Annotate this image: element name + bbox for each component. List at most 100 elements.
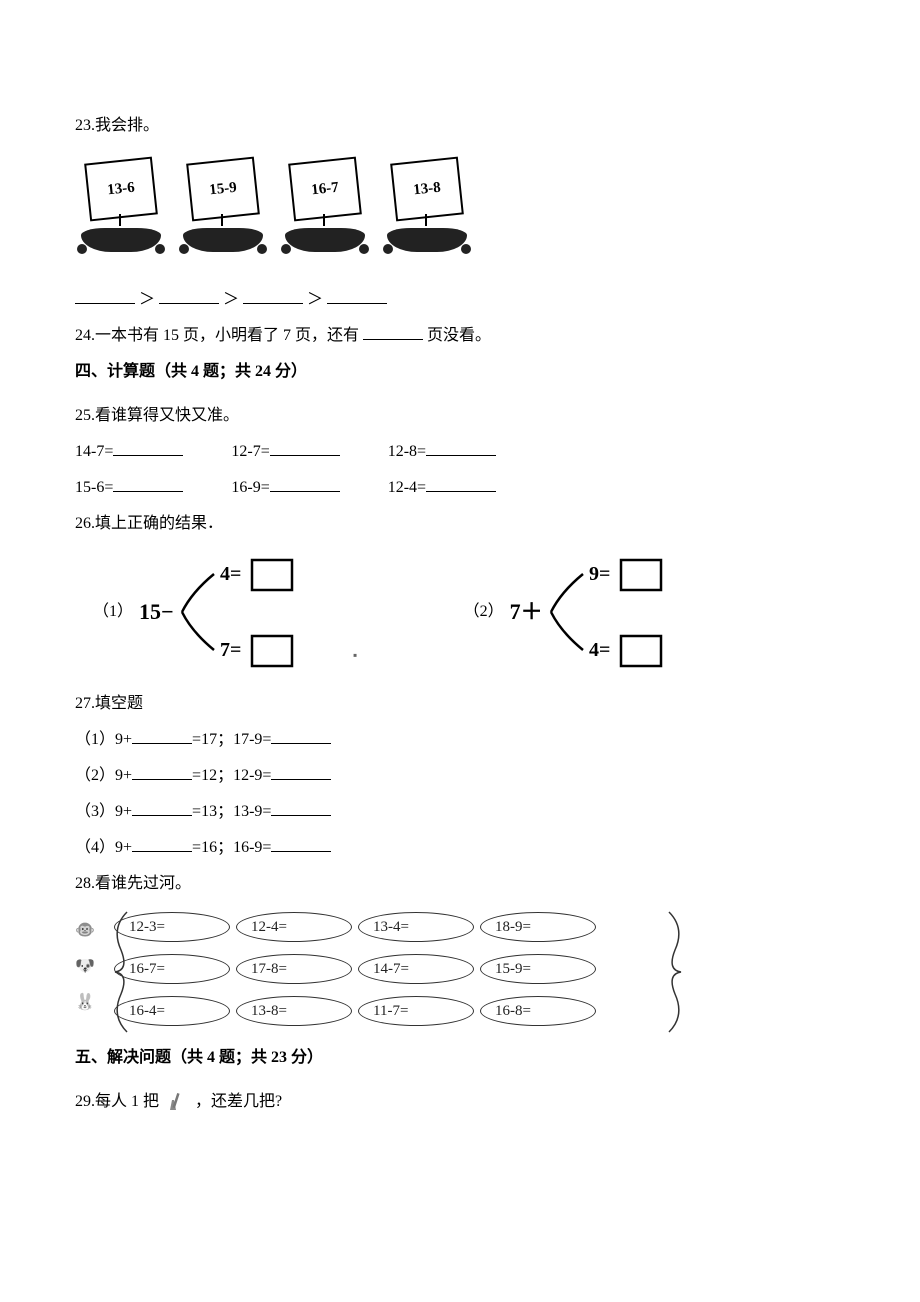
ship-pole — [119, 214, 121, 226]
branch-right: （2） 7 ＋ 9= 4= — [464, 552, 723, 672]
gt: ＞ — [307, 291, 323, 308]
branch-svg: 9= 4= — [543, 552, 723, 672]
blank[interactable] — [132, 729, 192, 744]
q29-line: 29.每人 1 把 ，还差几把? — [75, 1086, 845, 1118]
q27-title: 27.填空题 — [75, 688, 845, 720]
ship-0: 13-6 — [75, 160, 167, 256]
ship-boat — [285, 228, 365, 252]
blank[interactable] — [270, 477, 340, 492]
branch-base: 7 ＋ — [510, 590, 543, 634]
q27-row-1: （2）9+=12；12-9= — [75, 760, 845, 792]
blank[interactable] — [132, 801, 192, 816]
branch-top: 4= — [220, 563, 241, 585]
blank[interactable] — [159, 289, 219, 304]
answer-box[interactable] — [621, 560, 661, 590]
page: 23.我会排。 13-6 15-9 16-7 13-8 ＞ ＞ ＞ — [0, 0, 920, 1302]
blank[interactable] — [363, 325, 423, 340]
ship-2: 16-7 — [279, 160, 371, 256]
branch-top: 9= — [589, 563, 610, 585]
q29-prefix: 29.每人 1 把 — [75, 1093, 159, 1110]
gt: ＞ — [223, 291, 239, 308]
ship-pole — [221, 214, 223, 226]
expr: 12-7= — [231, 443, 269, 460]
oval-expr[interactable]: 11-7= — [358, 996, 474, 1026]
branch-base: 15 − — [139, 590, 174, 634]
expr: 15-6= — [75, 479, 113, 496]
blank[interactable] — [271, 801, 331, 816]
table-row: 12-3= 12-4= 13-4= 18-9= — [111, 906, 599, 948]
blank[interactable] — [243, 289, 303, 304]
blank[interactable] — [271, 729, 331, 744]
oval-expr[interactable]: 14-7= — [358, 954, 474, 984]
ship-sign-3: 13-8 — [390, 157, 464, 222]
branch-label: （1） — [93, 596, 133, 628]
branch-bottom: 4= — [589, 639, 610, 661]
branches-row: （1） 15 − 4= 7= （2） 7 ＋ 9= — [93, 552, 845, 672]
ship-boat — [81, 228, 161, 252]
answer-box[interactable] — [252, 560, 292, 590]
q24-prefix: 24.一本书有 15 页，小明看了 7 页，还有 — [75, 327, 359, 344]
q24-line: 24.一本书有 15 页，小明看了 7 页，还有 页没看。 — [75, 320, 845, 352]
blank[interactable] — [113, 441, 183, 456]
q27-rows: （1）9+=17；17-9= （2）9+=12；12-9= （3）9+=13；1… — [75, 724, 845, 864]
branch-left: （1） 15 − 4= 7= — [93, 552, 354, 672]
oval-expr[interactable]: 12-4= — [236, 912, 352, 942]
blank[interactable] — [271, 765, 331, 780]
blank[interactable] — [132, 765, 192, 780]
table-row: 16-7= 17-8= 14-7= 15-9= — [111, 948, 599, 990]
oval-expr[interactable]: 16-8= — [480, 996, 596, 1026]
ships-row: 13-6 15-9 16-7 13-8 — [75, 160, 845, 256]
blank[interactable] — [132, 837, 192, 852]
river-left-brace — [105, 908, 133, 1036]
q27-row-3: （4）9+=16；16-9= — [75, 832, 845, 864]
river-right-brace — [663, 908, 691, 1036]
rabbit-icon: 🐰 — [71, 988, 99, 1018]
section5-title: 五、解决问题（共 4 题；共 23 分） — [75, 1042, 845, 1074]
animals-col: 🐵 🐶 🐰 — [71, 916, 105, 1018]
ship-sign-2: 16-7 — [288, 157, 362, 222]
expr: 12-4= — [388, 479, 426, 496]
ship-3: 13-8 — [381, 160, 473, 256]
ship-sign-0: 13-6 — [84, 157, 158, 222]
ship-pole — [323, 214, 325, 226]
blank[interactable] — [426, 477, 496, 492]
answer-box[interactable] — [252, 636, 292, 666]
branch-label: （2） — [464, 596, 504, 628]
blank[interactable] — [271, 837, 331, 852]
expr: 12-8= — [388, 443, 426, 460]
q27-row-0: （1）9+=17；17-9= — [75, 724, 845, 756]
river-wrap: 🐵 🐶 🐰 12-3= 12-4= 13-4= 18-9= 16-7= 17-8… — [75, 906, 675, 1032]
blank[interactable] — [270, 441, 340, 456]
branch-bottom: 7= — [220, 639, 241, 661]
q23-compare-row: ＞ ＞ ＞ — [75, 284, 845, 316]
dog-icon: 🐶 — [71, 952, 99, 982]
oval-expr[interactable]: 17-8= — [236, 954, 352, 984]
section4-title: 四、计算题（共 4 题；共 24 分） — [75, 356, 845, 388]
ship-sign-1: 15-9 — [186, 157, 260, 222]
blank[interactable] — [113, 477, 183, 492]
ship-pole — [425, 214, 427, 226]
blank[interactable] — [327, 289, 387, 304]
oval-expr[interactable]: 13-8= — [236, 996, 352, 1026]
gt: ＞ — [139, 291, 155, 308]
q25-title: 25.看谁算得又快又准。 — [75, 400, 845, 432]
oval-expr[interactable]: 18-9= — [480, 912, 596, 942]
oval-expr[interactable]: 15-9= — [480, 954, 596, 984]
table-row: 16-4= 13-8= 11-7= 16-8= — [111, 990, 599, 1032]
river-table: 12-3= 12-4= 13-4= 18-9= 16-7= 17-8= 14-7… — [111, 906, 599, 1032]
blank[interactable] — [426, 441, 496, 456]
q26-title: 26.填上正确的结果． — [75, 508, 845, 540]
monkey-icon: 🐵 — [71, 916, 99, 946]
answer-box[interactable] — [621, 636, 661, 666]
ship-boat — [387, 228, 467, 252]
expr: 16-9= — [231, 479, 269, 496]
spade-icon — [165, 1090, 189, 1114]
ship-1: 15-9 — [177, 160, 269, 256]
q25-row2: 15-6= 16-9= 12-4= — [75, 472, 845, 504]
q28-title: 28.看谁先过河。 — [75, 868, 845, 900]
branch-svg: 4= 7= — [174, 552, 354, 672]
q25-row1: 14-7= 12-7= 12-8= — [75, 436, 845, 468]
center-mark: ▪ — [353, 643, 357, 667]
oval-expr[interactable]: 13-4= — [358, 912, 474, 942]
blank[interactable] — [75, 289, 135, 304]
